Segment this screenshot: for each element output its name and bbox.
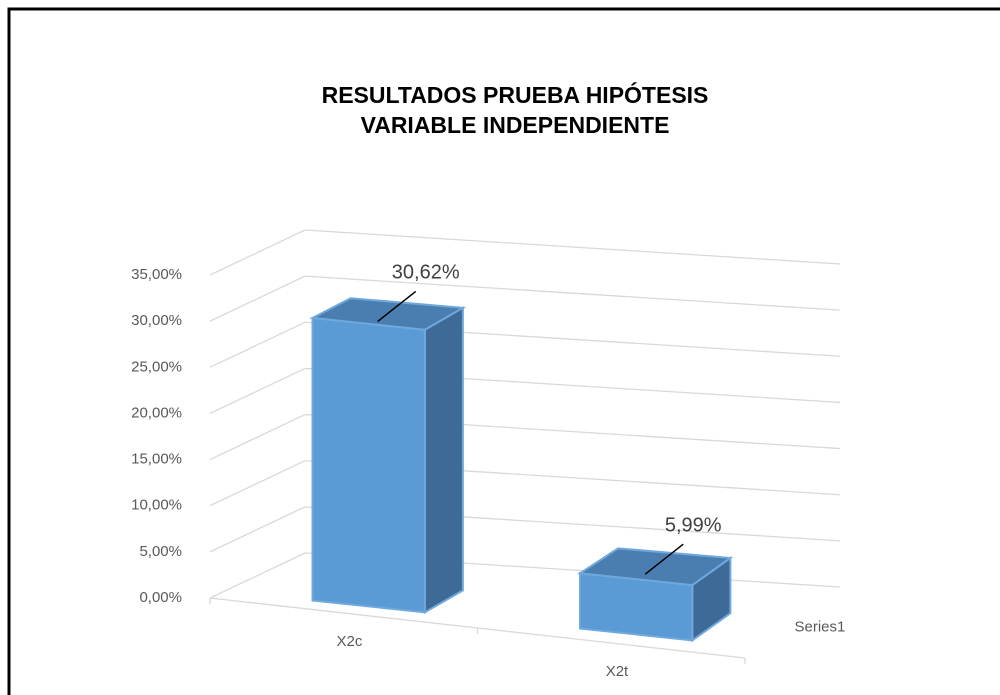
chart-title: VARIABLE INDEPENDIENTE	[361, 112, 670, 138]
x-tick-label: X2c	[337, 633, 363, 650]
grid-line	[304, 229, 841, 265]
x-tick-label: X2t	[606, 663, 629, 680]
label-leader	[644, 543, 684, 575]
grid-line	[209, 552, 306, 599]
bar-front	[311, 316, 426, 614]
grid-line	[209, 413, 306, 461]
data-label: 5,99%	[665, 514, 722, 536]
y-tick-label: 5,00%	[139, 543, 182, 560]
grid-line	[304, 275, 841, 311]
y-tick-label: 15,00%	[131, 451, 182, 468]
bar-side	[423, 306, 464, 615]
chart-title: RESULTADOS PRUEBA HIPÓTESIS	[322, 81, 709, 108]
label-leader	[377, 290, 417, 323]
y-tick-label: 0,00%	[139, 589, 182, 606]
grid-line	[209, 506, 306, 553]
grid-line	[209, 275, 306, 322]
y-tick-label: 10,00%	[131, 497, 182, 514]
chart-frame	[7, 7, 1000, 695]
grid-line	[209, 229, 306, 276]
grid-line	[209, 460, 306, 507]
grid-line	[209, 321, 306, 368]
grid-line	[209, 367, 306, 415]
y-tick-label: 30,00%	[131, 312, 182, 329]
series-label: Series1	[795, 618, 846, 635]
y-tick-label: 25,00%	[131, 358, 182, 375]
y-tick-label: 35,00%	[131, 266, 182, 283]
data-label: 30,62%	[392, 262, 460, 284]
y-tick-label: 20,00%	[131, 404, 182, 421]
